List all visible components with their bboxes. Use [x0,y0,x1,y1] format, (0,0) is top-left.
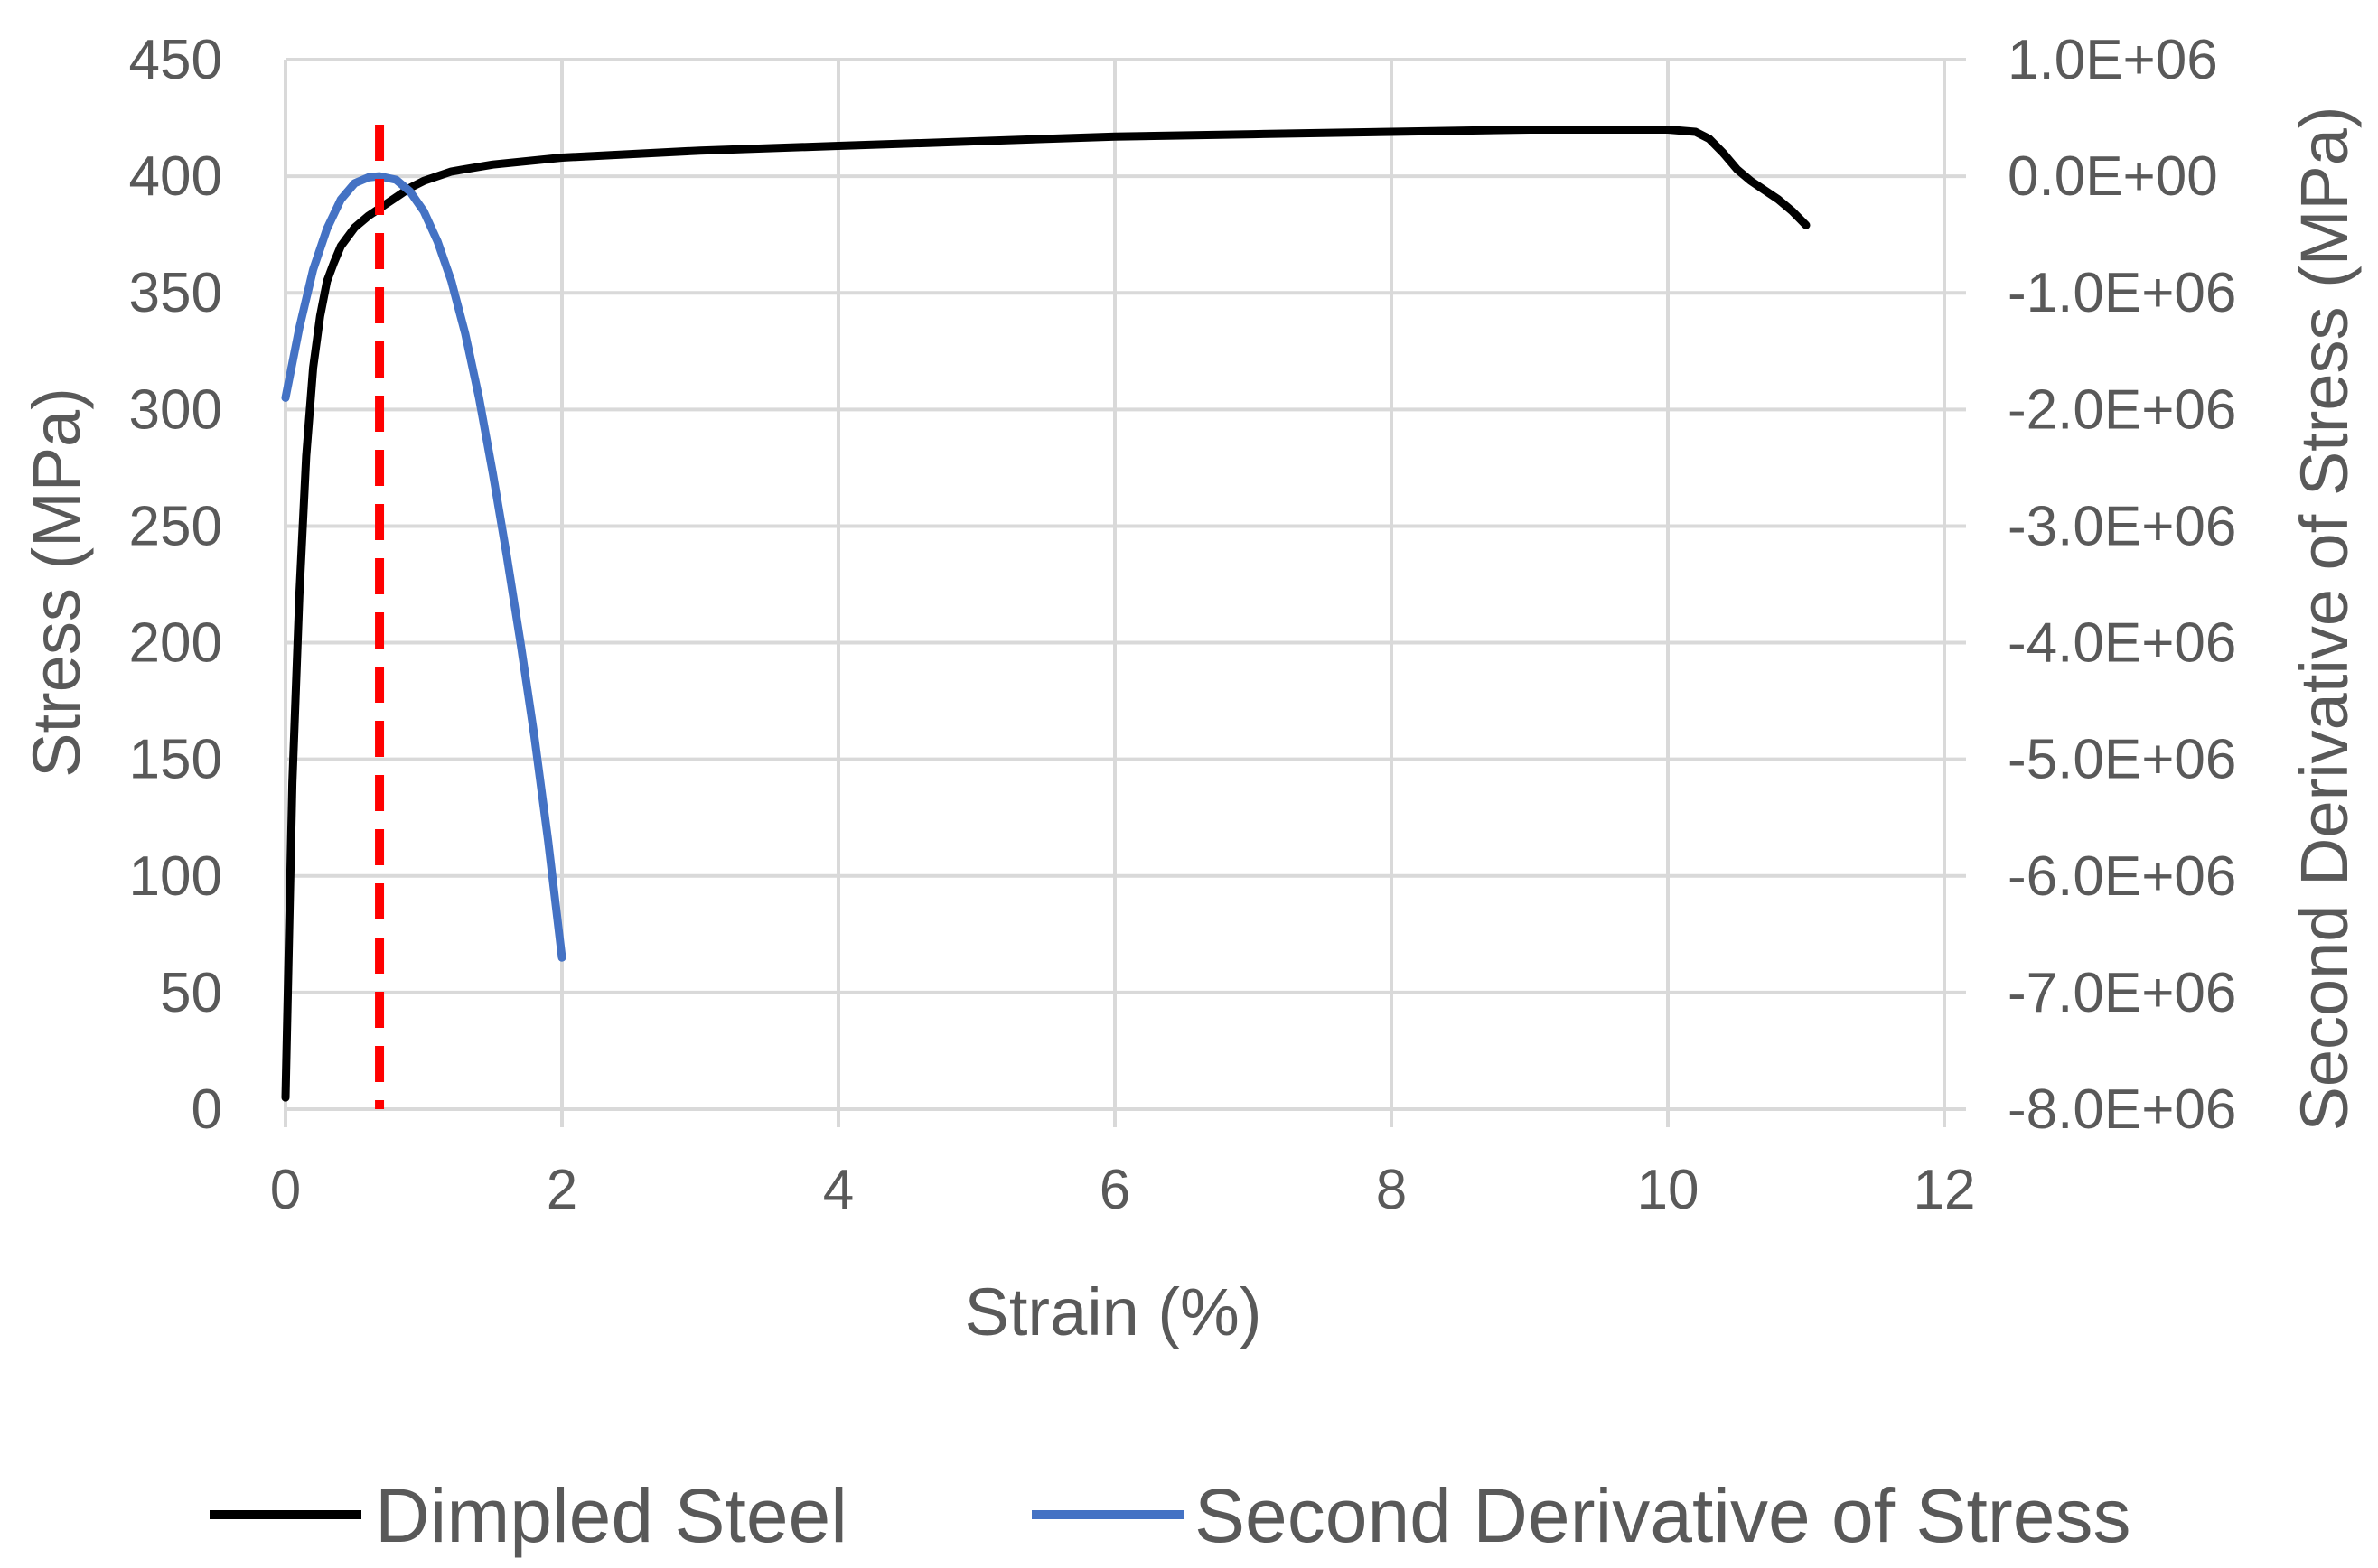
y2-tick-label: -4.0E+06 [2008,612,2236,675]
y-tick-label: 150 [129,729,222,791]
series-line-dimpled-steel [281,126,1811,1102]
x-tick-label: 4 [823,1159,854,1221]
grid-lines [284,58,1966,1127]
legend-label-dimpled-steel: Dimpled Steel [375,1473,847,1558]
y2-tick-label: -1.0E+06 [2008,262,2236,324]
y-axis-title: Stress (MPa) [19,387,94,778]
y2-tick-label: -7.0E+06 [2008,962,2236,1024]
y2-tick-label: -3.0E+06 [2008,495,2236,557]
tick-labels: 050100150200250300350400450-8.0E+06-7.0E… [129,29,2237,1221]
series-line-second-derivative [281,172,566,962]
x-axis-title: Strain (%) [965,1274,1262,1349]
x-tick-label: 0 [270,1159,301,1221]
y2-tick-label: -2.0E+06 [2008,378,2236,441]
y2-tick-label: 1.0E+06 [2008,29,2218,91]
y2-tick-label: -6.0E+06 [2008,845,2236,908]
x-tick-label: 8 [1376,1159,1407,1221]
y-tick-label: 50 [160,962,222,1024]
y-tick-label: 300 [129,378,222,441]
x-tick-label: 12 [1914,1159,1976,1221]
x-tick-label: 10 [1637,1159,1699,1221]
legend-label-second-derivative: Second Derivative of Stress [1194,1473,2130,1558]
y-tick-label: 450 [129,29,222,91]
y-tick-label: 250 [129,495,222,557]
y2-tick-label: -5.0E+06 [2008,729,2236,791]
plot-area [281,125,1811,1109]
legend: Dimpled Steel Second Derivative of Stres… [210,1473,2130,1558]
x-tick-label: 6 [1100,1159,1130,1221]
y2-tick-label: -8.0E+06 [2008,1078,2236,1141]
y2-axis-title: Second Derivative of Stress (MPa) [2287,106,2362,1131]
y2-tick-label: 0.0E+00 [2008,145,2218,208]
y-tick-label: 350 [129,262,222,324]
y-tick-label: 400 [129,145,222,208]
y-tick-label: 100 [129,845,222,908]
y-tick-label: 0 [192,1078,222,1141]
x-tick-label: 2 [547,1159,577,1221]
y-tick-label: 200 [129,612,222,675]
